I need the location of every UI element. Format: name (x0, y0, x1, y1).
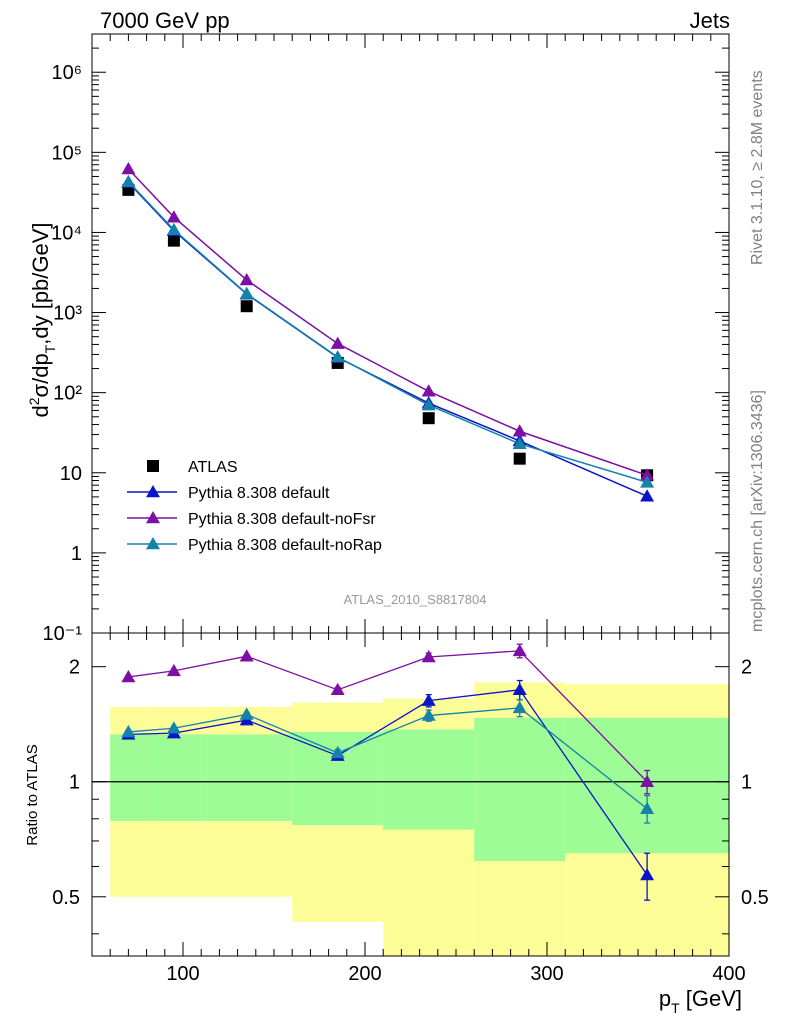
legend-label-noFsr: Pythia 8.308 default-noFsr (188, 511, 376, 528)
top-ylabel: d2σ/dpT,dy [pb/GeV] (26, 222, 58, 417)
ratio-point-noFsr (239, 649, 254, 662)
bottom-frame (91, 632, 730, 957)
uncertainty-band-inner (110, 734, 147, 821)
series-point-noRap (512, 436, 527, 450)
series-point-noFsr (166, 210, 181, 223)
ratio-point-default (421, 693, 436, 706)
ratio-point-noRap (512, 700, 527, 714)
x-tick-label: 200 (348, 963, 381, 985)
atlas-data-point (240, 300, 253, 313)
ratio-point-noRap (330, 745, 345, 759)
x-tick-label: 400 (712, 963, 745, 985)
series-point-noRap (121, 174, 136, 187)
uncertainty-band-inner (383, 729, 475, 830)
bottom-y-tick-label: 1 (69, 772, 80, 794)
ratio-point-noFsr (166, 663, 181, 677)
top-y-tick-label: 1 (71, 543, 82, 565)
atlas-data-point (167, 234, 180, 247)
series-point-noRap (166, 222, 181, 236)
series-point-noFsr (421, 384, 436, 397)
top-y-tick-label: 10³ (53, 303, 82, 325)
mcplots-label: mcplots.cern.ch [arXiv:1306.3436] (749, 390, 766, 632)
x-tick-label: 300 (530, 963, 563, 985)
top-panel: 10⁻¹ 1 10 10² 10³ 10⁴ 10⁵ 10⁶ (43, 33, 730, 645)
bottom-panel: 0.5 0.5 1 1 2 2 100 200 300 400 (52, 632, 769, 985)
x-tick-label: 100 (166, 963, 199, 985)
bottom-y-tick-label: 0.5 (52, 887, 80, 909)
atlas-data-point (122, 183, 135, 196)
top-y-tick-label: 10 (60, 463, 82, 485)
uncertainty-band-inner (146, 734, 202, 821)
legend: ATLAS Pythia 8.308 default Pythia 8.308 de… (127, 459, 382, 554)
legend-label-default: Pythia 8.308 default (188, 485, 330, 502)
ratio-point-default (640, 868, 655, 881)
series-line-noFsr (127, 168, 648, 477)
jets-label: Jets (690, 8, 730, 33)
ratio-point-noFsr (330, 682, 345, 696)
series-line-noRap (127, 181, 648, 484)
legend-marker-data (147, 460, 159, 472)
x-axis-label: pT [GeV] (659, 986, 742, 1016)
rivet-version-label: Rivet 3.1.10, ≥ 2.8M events (749, 70, 766, 265)
series-point-noFsr (239, 272, 254, 286)
top-y-tick-label: 10⁻¹ (43, 623, 83, 645)
series-point-noFsr (121, 161, 136, 175)
legend-marker-noFsr (146, 511, 160, 524)
ratio-point-noRap (239, 707, 254, 720)
series-point-default (640, 489, 655, 502)
legend-label-data: ATLAS (188, 459, 238, 476)
ratio-point-noFsr (640, 774, 655, 787)
bottom-y-tick-label-right: 1 (741, 772, 752, 794)
series-point-noRap (421, 398, 436, 411)
bottom-y-tick-label-right: 0.5 (741, 887, 769, 909)
top-y-tick-label: 10² (53, 383, 82, 405)
top-y-tick-label: 10⁴ (51, 222, 82, 244)
series-point-noRap (330, 350, 345, 363)
ratio-point-noRap (640, 801, 655, 814)
series-point-noRap (640, 475, 655, 488)
atlas-data-point (422, 412, 435, 425)
top-y-tick-label: 10⁵ (51, 142, 82, 164)
ratio-point-noRap (421, 708, 436, 721)
legend-marker-noRap (146, 537, 160, 550)
ratio-point-noRap (166, 721, 181, 734)
bottom-y-tick-label-right: 2 (741, 657, 752, 679)
top-y-tick-label: 10⁶ (52, 62, 82, 84)
energy-label: 7000 GeV pp (100, 8, 230, 33)
ratio-point-noFsr (421, 650, 436, 663)
atlas-data-point (513, 452, 526, 465)
ratio-point-noFsr (121, 669, 136, 683)
uncertainty-band-inner (474, 717, 566, 862)
analysis-id-label: ATLAS_2010_S8817804 (344, 592, 487, 607)
ratio-point-noRap (121, 724, 136, 738)
series-point-noFsr (640, 468, 655, 481)
series-point-noFsr (330, 336, 345, 349)
legend-label-noRap: Pythia 8.308 default-noRap (188, 537, 382, 554)
bottom-y-tick-label: 2 (69, 657, 80, 679)
bottom-ylabel: Ratio to ATLAS (24, 744, 41, 845)
legend-marker-default (146, 485, 160, 498)
ratio-point-default (512, 682, 527, 696)
series-point-noFsr (512, 424, 527, 437)
uncertainty-band-inner (201, 734, 293, 821)
series-point-noRap (239, 286, 254, 299)
ratio-point-noFsr (512, 643, 527, 657)
